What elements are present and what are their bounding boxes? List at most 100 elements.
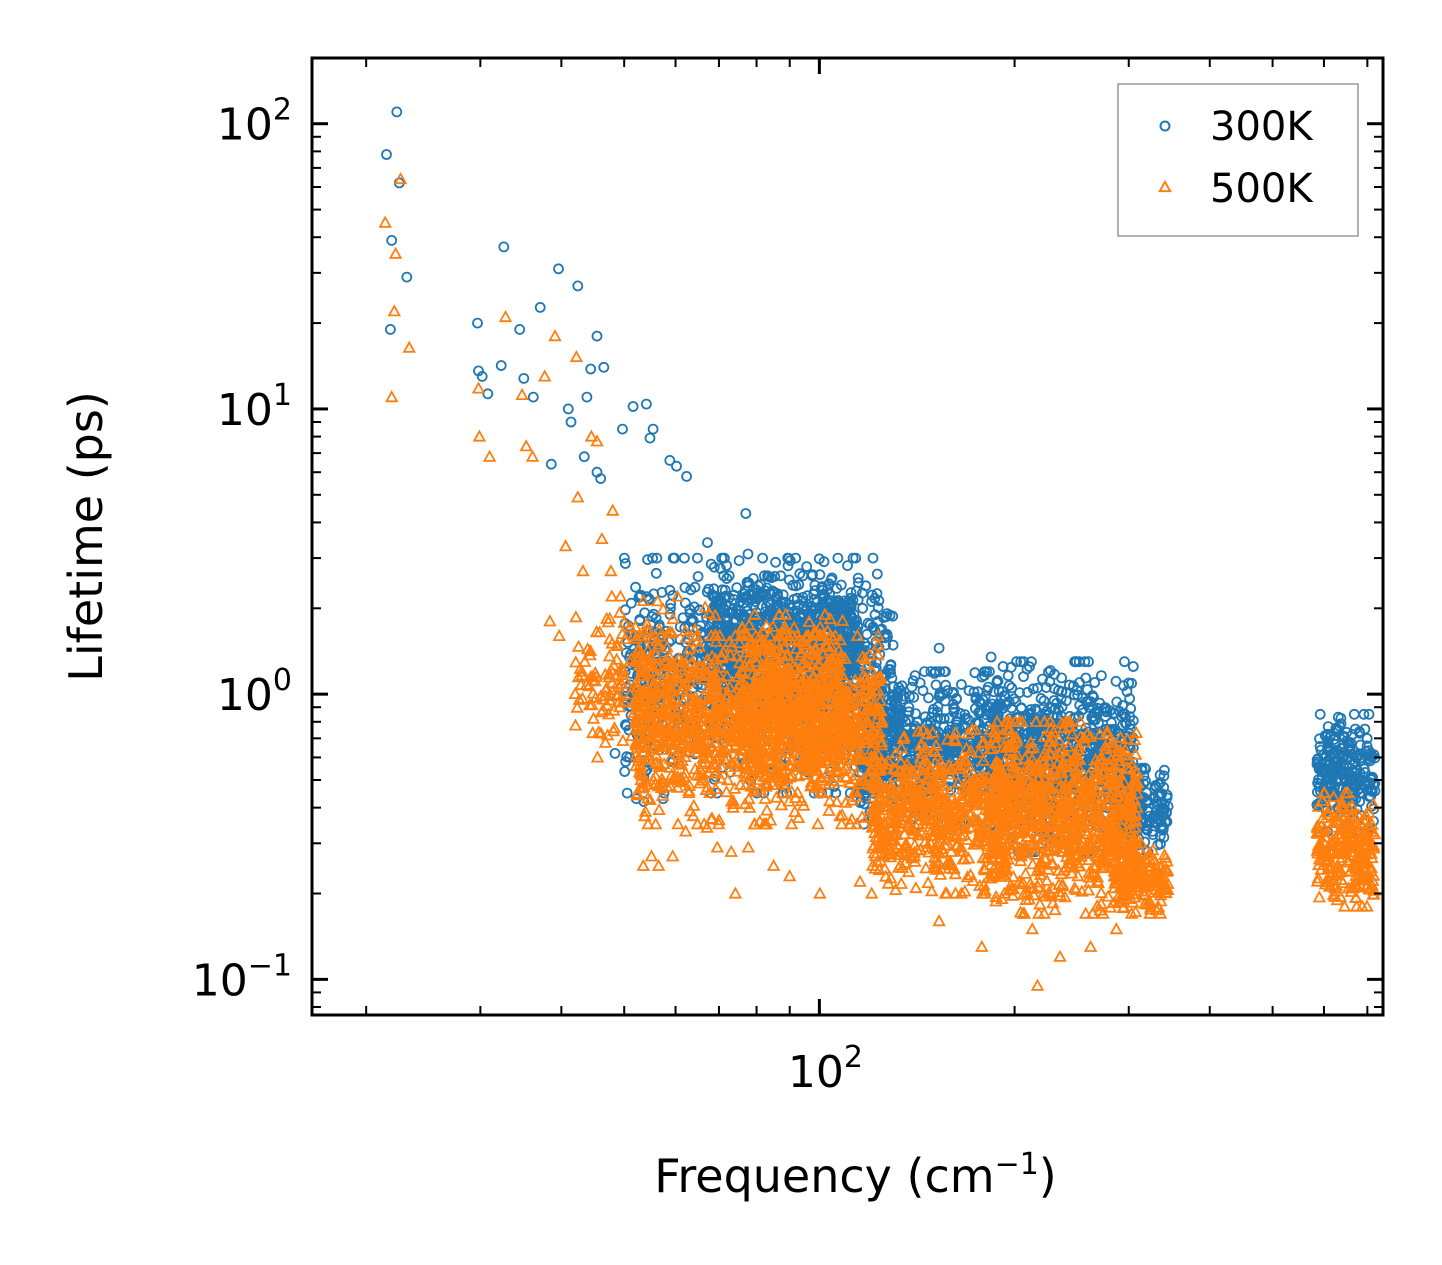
data-point-300k [1124,693,1135,704]
data-point-300k [1359,723,1371,735]
data-point-300k [988,686,1000,698]
data-point-500k [592,625,607,638]
data-point-500k [636,858,651,871]
data-point-500k [784,817,799,830]
data-point-300k [609,748,621,759]
data-point-500k [678,766,693,779]
data-point-500k [717,677,731,690]
data-point-300k [726,624,738,636]
data-point-300k [1014,687,1025,698]
data-point-500k [670,589,685,602]
data-point-500k [552,628,566,641]
data-point-300k [973,717,985,729]
data-point-300k [816,581,828,592]
data-point-300k [1056,701,1068,713]
data-point-300k [763,571,775,583]
data-point-500k [644,849,659,862]
data-point-500k [569,350,584,363]
data-point-300k [1350,793,1362,805]
data-point-300k [1314,708,1326,720]
data-point-300k [845,597,857,609]
data-point-500k [643,792,657,805]
data-point-500k [388,246,403,259]
data-point-300k [904,691,915,703]
data-point-500k [571,490,585,503]
data-point-300k [647,552,658,564]
data-point-500k [515,387,529,401]
data-point-300k [1369,778,1381,789]
data-point-300k [750,596,761,607]
data-point-300k [718,570,730,582]
data-point-500k [585,697,599,710]
data-point-300k [598,361,610,373]
data-point-300k [620,558,631,569]
data-point-300k [671,460,682,472]
data-point-500k [864,742,879,755]
data-point-300k [1092,702,1103,714]
data-point-500k [615,676,629,689]
data-point-300k [775,570,787,582]
data-point-300k [885,660,897,671]
data-point-500k [822,803,836,816]
data-point-300k [572,280,584,292]
data-point-500k [700,652,715,665]
data-point-500k [745,667,760,680]
data-point-500k [387,304,402,317]
data-point-300k [826,572,838,584]
data-point-300k [1140,775,1151,787]
data-point-300k [1362,784,1374,796]
data-point-500k [709,634,723,647]
data-point-300k [938,713,950,724]
data-point-500k [766,858,781,871]
data-point-300k [903,701,915,713]
data-point-300k [870,636,882,647]
data-point-300k [591,330,603,342]
data-point-300k [764,588,775,599]
data-point-300k [857,602,868,614]
data-point-500k [623,620,638,633]
data-point-500k [571,670,586,683]
data-point-300k [869,609,881,621]
data-point-500k [712,660,727,673]
data-point-500k [636,593,651,606]
data-point-300k [1335,718,1347,730]
data-point-300k [1002,670,1014,682]
data-point-300k [968,686,980,698]
data-point-300k [708,561,720,573]
data-point-300k [1081,684,1093,695]
data-point-500k [596,703,610,716]
data-point-500k [543,614,557,627]
data-point-300k [1110,675,1122,687]
data-point-300k [1363,778,1375,790]
data-point-300k [1040,682,1052,693]
data-point-500k [580,642,595,655]
data-point-500k [671,755,686,768]
data-point-300k [619,766,631,777]
data-point-500k [660,640,674,653]
data-point-500k [623,687,637,700]
data-point-300k [959,709,971,720]
data-point-300k [545,458,557,470]
data-point-300k [585,363,597,375]
data-point-500k [652,802,666,815]
data-point-300k [639,607,651,619]
data-point-300k [1028,683,1039,695]
data-point-300k [842,560,853,571]
data-point-300k [841,617,853,629]
data-point-300k [848,609,860,620]
data-point-500k [813,886,827,899]
data-point-300k [797,570,809,582]
data-point-500k [722,680,737,693]
data-point-500k [932,914,946,927]
data-point-300k [757,552,768,564]
data-point-500k [591,725,606,738]
data-point-500k [616,733,630,746]
data-point-300k [595,473,607,485]
data-point-300k [884,698,896,709]
data-point-300k [705,558,717,570]
data-point-300k [742,548,754,560]
data-point-500k [708,608,722,621]
data-point-500k [783,769,797,783]
data-point-300k [923,692,934,704]
